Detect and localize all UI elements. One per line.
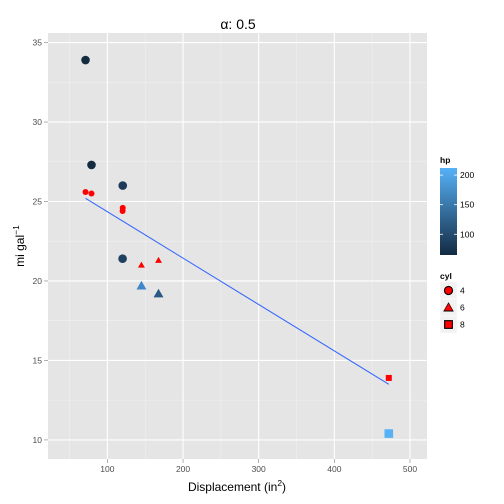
smooth-points-layer [82,188,392,381]
y-tick-label: 25 [33,196,43,206]
data-point [136,280,147,290]
data-point [118,254,127,264]
trend-line-layer [85,197,390,385]
y-axis-title: mi gal−1 [11,225,27,267]
legend-hp-tick-label: 150 [460,200,474,210]
x-axis-title: Displacement (in2) [188,478,286,494]
x-tick-label: 400 [327,464,341,474]
x-tick-label: 500 [403,464,417,474]
y-tick-label: 10 [33,435,43,445]
smooth-point [137,261,145,268]
legend-cyl-symbol [444,303,453,311]
x-tick-label: 200 [176,464,190,474]
y-tick-label: 35 [33,38,43,48]
legend-cyl-label: 8 [460,320,465,330]
points-layer [81,55,394,438]
data-point [153,288,164,298]
legend-cyl-title: cyl [440,271,452,281]
legend-hp-ticks: 100 150 200 [440,170,474,239]
y-tick-label: 30 [33,117,43,127]
legend-cyl-label: 4 [460,286,465,296]
grid-lines [48,33,427,459]
x-axis-ticks: 100 200 300 400 500 [100,459,417,474]
smooth-point [82,188,89,195]
y-tick-label: 15 [33,355,43,365]
data-point [87,160,96,170]
y-axis-ticks: 10 15 20 25 30 35 [33,38,48,445]
trend-line [85,197,390,385]
smooth-point [119,208,126,215]
data-point [384,429,394,438]
legend-hp-colorbar [440,168,457,255]
legend-hp-title: hp [440,155,450,165]
legend-hp-tick-label: 200 [460,170,474,180]
legend-cyl-symbol [445,287,452,294]
legend-hp-tick-label: 100 [460,229,474,239]
legend-cyl: cyl 4 6 8 [439,271,465,334]
legend-cyl-symbol [445,321,452,328]
plot-panel [48,33,427,459]
legend-cyl-label: 6 [460,303,465,313]
data-point [81,55,90,65]
smooth-point [88,190,95,197]
legend-cyl-items: 4 6 8 [439,281,465,334]
data-point [118,181,128,190]
smooth-point [155,256,162,263]
y-tick-label: 20 [33,276,43,286]
legend-hp: hp 100 150 200 [440,155,474,255]
plot-title: α: 0.5 [220,16,256,32]
x-tick-label: 100 [100,464,114,474]
x-tick-label: 300 [252,464,266,474]
smooth-point [385,374,392,381]
